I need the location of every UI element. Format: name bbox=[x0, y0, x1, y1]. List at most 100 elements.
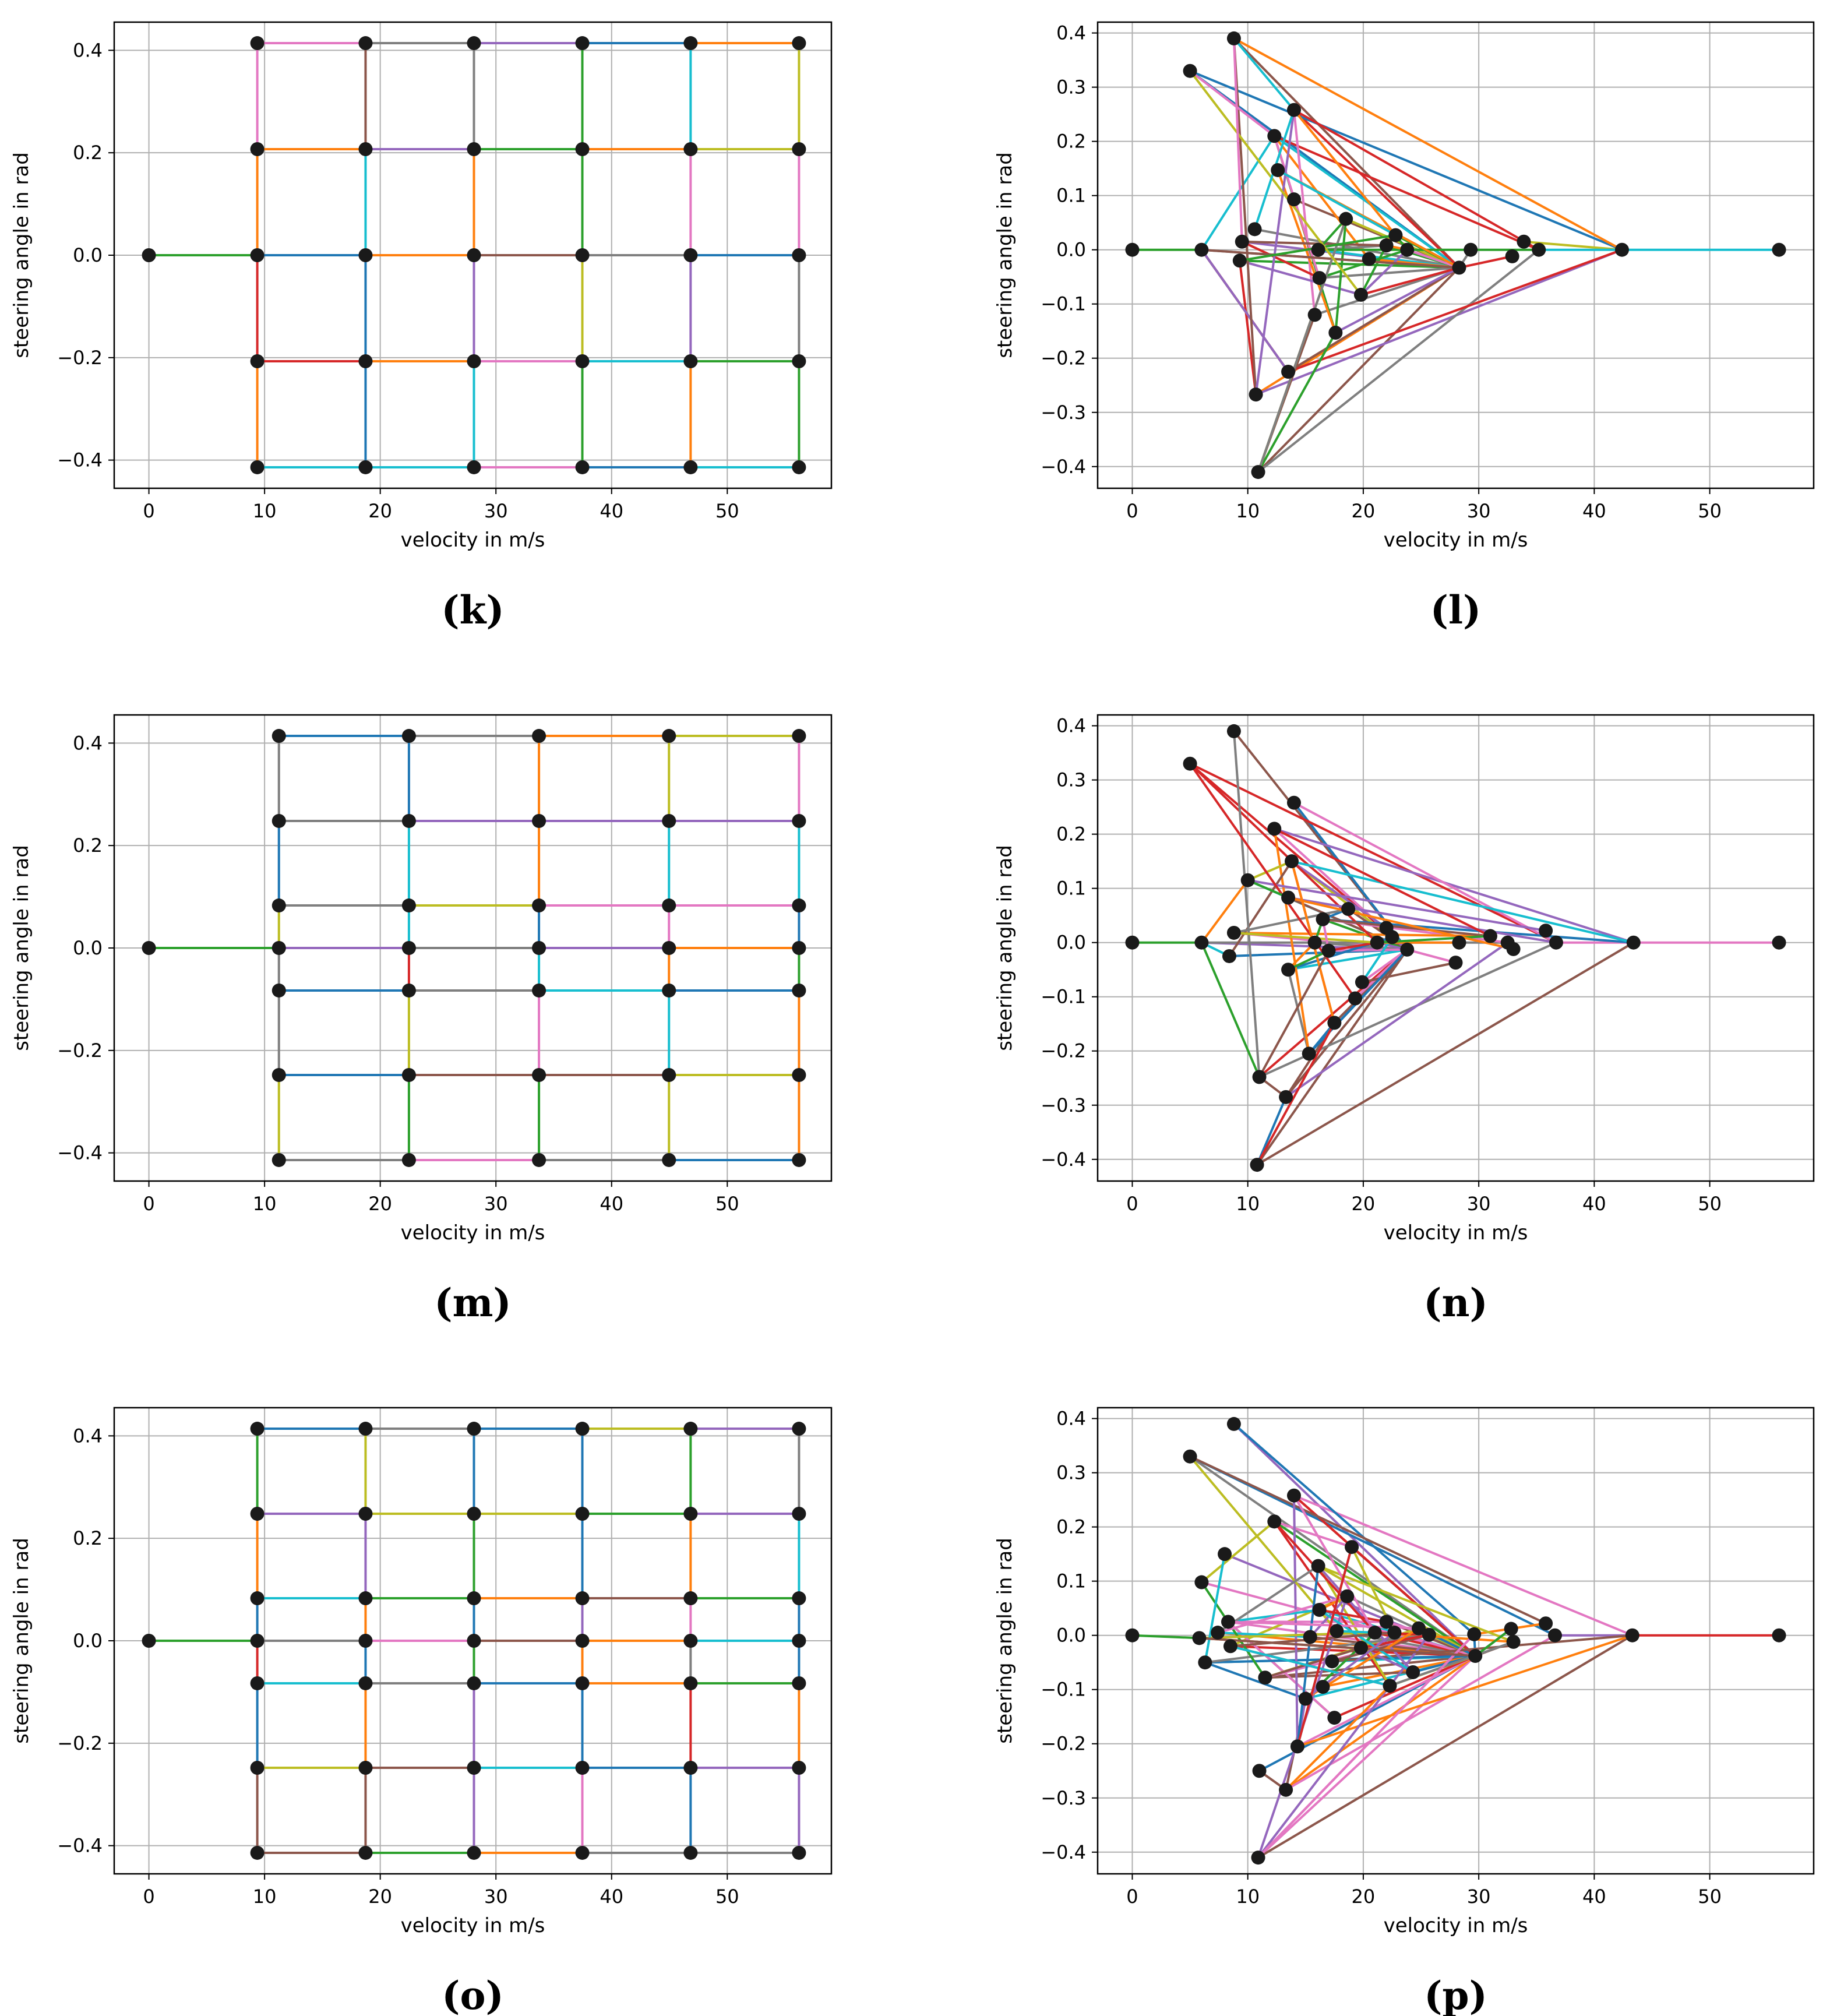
y-tick-label: −0.4 bbox=[1041, 1841, 1086, 1863]
data-point bbox=[575, 1761, 590, 1775]
data-point bbox=[467, 248, 481, 262]
data-point bbox=[1250, 1158, 1264, 1172]
data-point bbox=[1198, 1655, 1212, 1670]
data-point bbox=[401, 813, 416, 828]
data-point bbox=[250, 1422, 265, 1436]
series-line bbox=[1273, 135, 1321, 280]
plot-frame bbox=[1096, 714, 1815, 1182]
series-line bbox=[1238, 259, 1461, 269]
y-tick-label: −0.3 bbox=[1041, 1094, 1086, 1116]
y-tick-label: −0.4 bbox=[1041, 1148, 1086, 1171]
series-line bbox=[1189, 69, 1276, 138]
data-point bbox=[1506, 942, 1521, 956]
data-point bbox=[792, 1506, 806, 1521]
series-line bbox=[1232, 37, 1295, 111]
series-line bbox=[1273, 1520, 1353, 1549]
series-line bbox=[1240, 240, 1321, 280]
x-tick-label: 20 bbox=[368, 500, 392, 522]
series-line bbox=[1309, 1636, 1477, 1658]
series-line bbox=[1228, 860, 1293, 957]
series-line bbox=[1287, 896, 1515, 950]
x-axis-label: velocity in m/s bbox=[1384, 528, 1528, 552]
plot-frame bbox=[1096, 21, 1815, 489]
data-point bbox=[271, 1068, 286, 1083]
y-tick-label: −0.3 bbox=[1041, 401, 1086, 424]
series-line bbox=[1406, 248, 1461, 269]
series-line bbox=[1204, 1661, 1307, 1700]
x-tick-label: 30 bbox=[484, 500, 508, 522]
data-point bbox=[467, 1506, 481, 1521]
data-point bbox=[792, 1068, 806, 1083]
x-tick-label: 40 bbox=[1582, 1193, 1606, 1215]
data-point bbox=[1232, 253, 1247, 268]
y-tick-label: −0.4 bbox=[57, 1142, 103, 1164]
y-tick-label: −0.2 bbox=[57, 347, 103, 369]
data-point bbox=[271, 983, 286, 998]
series-line bbox=[1200, 1520, 1276, 1584]
y-tick-label: 0.3 bbox=[1056, 769, 1086, 791]
data-point bbox=[401, 729, 416, 743]
data-point bbox=[271, 941, 286, 955]
y-tick-label: −0.4 bbox=[57, 449, 103, 471]
data-point bbox=[250, 248, 265, 262]
x-tick-label: 40 bbox=[600, 500, 623, 522]
panel-label: (l) bbox=[1430, 587, 1482, 633]
data-point bbox=[1221, 1615, 1235, 1629]
y-tick-label: −0.2 bbox=[57, 1732, 103, 1754]
plot-frame bbox=[1096, 1407, 1815, 1875]
series-line bbox=[1232, 37, 1623, 251]
y-tick-label: 0.4 bbox=[73, 1425, 103, 1447]
series-line bbox=[1327, 948, 1409, 952]
x-tick-label: 20 bbox=[1352, 500, 1376, 522]
series-line bbox=[1232, 37, 1257, 396]
data-point bbox=[575, 1845, 590, 1860]
data-point bbox=[1279, 1090, 1293, 1104]
series-line bbox=[1292, 108, 1397, 237]
series-line bbox=[1273, 135, 1370, 260]
series-line bbox=[1254, 108, 1295, 396]
x-tick-label: 20 bbox=[1352, 1193, 1376, 1215]
series-line bbox=[1264, 1647, 1362, 1679]
data-point bbox=[1290, 1739, 1304, 1754]
series-line bbox=[1200, 1581, 1267, 1679]
series-line bbox=[1273, 135, 1461, 269]
series-line bbox=[1406, 948, 1457, 964]
data-point bbox=[1422, 1627, 1436, 1642]
series-line bbox=[1226, 1620, 1336, 1719]
data-point bbox=[1385, 930, 1399, 944]
x-tick-label: 10 bbox=[253, 1885, 277, 1908]
data-point bbox=[401, 898, 416, 913]
y-tick-label: 0.4 bbox=[1056, 1408, 1086, 1430]
y-tick-label: −0.1 bbox=[1041, 986, 1086, 1008]
y-axis-label: steering angle in rad bbox=[993, 845, 1017, 1051]
series-line bbox=[1240, 240, 1388, 247]
data-point bbox=[1452, 935, 1466, 950]
data-point bbox=[401, 1068, 416, 1083]
series-line bbox=[1257, 266, 1461, 474]
x-tick-label: 10 bbox=[1236, 1885, 1260, 1908]
data-point bbox=[1539, 1616, 1553, 1631]
data-point bbox=[1303, 1630, 1317, 1644]
series-line bbox=[1334, 217, 1348, 334]
x-tick-label: 0 bbox=[1126, 1885, 1138, 1908]
data-point bbox=[1467, 1627, 1482, 1641]
y-tick-label: 0.2 bbox=[1056, 131, 1086, 153]
series-line bbox=[1317, 1564, 1515, 1643]
x-tick-label: 50 bbox=[715, 1193, 739, 1215]
series-line bbox=[1292, 1494, 1376, 1634]
data-point bbox=[683, 1761, 698, 1775]
series-line bbox=[1287, 248, 1623, 373]
y-tick-label: 0.0 bbox=[1056, 239, 1086, 261]
data-point bbox=[1286, 795, 1301, 810]
series-line bbox=[1287, 949, 1330, 971]
y-tick-label: 0.0 bbox=[73, 244, 103, 266]
data-point bbox=[1125, 242, 1140, 257]
data-point bbox=[683, 142, 698, 157]
series-line bbox=[1198, 1637, 1477, 1658]
series-line bbox=[1200, 135, 1276, 251]
chart-panel-m: 0 10 20 30 40 50 −0.4 −0.2 0.0 0.2 0.4 velocity in … bbox=[10, 714, 833, 1326]
data-point bbox=[1251, 1851, 1265, 1865]
data-point bbox=[662, 941, 676, 955]
series-line bbox=[1189, 1455, 1338, 1633]
data-point bbox=[662, 1068, 676, 1083]
